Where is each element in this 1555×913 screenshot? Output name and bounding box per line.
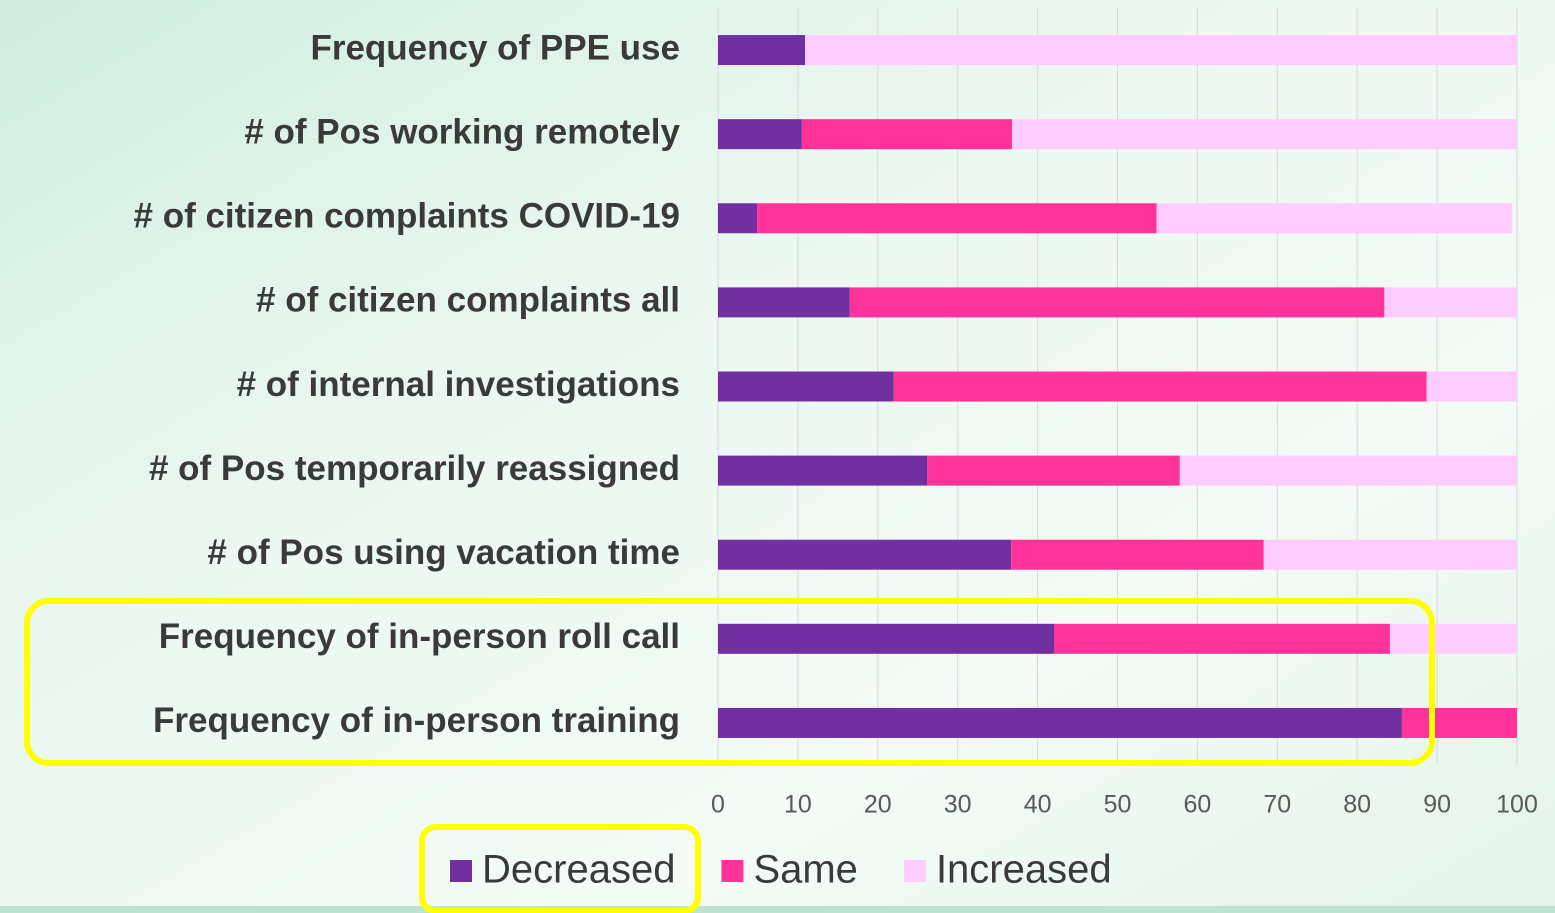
category-label: # of internal investigations [237, 365, 680, 404]
bar-segment [1384, 287, 1517, 318]
x-tick-label: 20 [864, 791, 892, 819]
legend-label: Decreased [482, 848, 675, 892]
x-tick-label: 30 [944, 791, 972, 819]
bar-segment [718, 539, 1012, 570]
bar-segment [1054, 623, 1390, 654]
bar-segment [1011, 539, 1264, 570]
legend-label: Same [753, 848, 858, 892]
category-label: # of citizen complaints all [256, 281, 680, 320]
legend-swatch [903, 860, 926, 882]
category-label: Frequency of PPE use [310, 28, 680, 67]
bar-segment [1156, 203, 1513, 234]
category-label: # of Pos temporarily reassigned [149, 449, 680, 488]
bar-segment [718, 35, 806, 66]
bar-segment [1389, 623, 1517, 654]
x-tick-label: 60 [1183, 791, 1211, 819]
x-tick-label: 100 [1496, 791, 1538, 819]
legend-highlight [419, 824, 701, 913]
bar-segment [801, 119, 1013, 150]
x-tick-label: 80 [1343, 791, 1371, 819]
x-tick-label: 40 [1024, 791, 1052, 819]
plot: 0 10 20 30 40 50 60 70 80 90 100 Frequency of PPE u… [134, 8, 1538, 892]
bar-segment [1426, 371, 1517, 402]
x-tick-label: 50 [1104, 791, 1132, 819]
bar-segment [1263, 539, 1517, 570]
bar-segment [805, 35, 1517, 66]
legend-swatch [450, 860, 472, 882]
x-tick-label: 0 [711, 791, 725, 819]
bar-segment [849, 287, 1385, 318]
bar-segment [757, 203, 1157, 234]
bar-segment [718, 707, 1402, 738]
category-label: Frequency of in-person roll call [159, 617, 680, 656]
bar-segment [927, 455, 1180, 486]
bar-segment [1401, 707, 1517, 738]
bar-segment [718, 623, 1055, 654]
category-label: # of Pos using vacation time [207, 533, 680, 572]
bar-segment [718, 287, 850, 318]
bar-segment [893, 371, 1427, 402]
x-tick-label: 70 [1263, 791, 1291, 819]
bar-segment [718, 119, 802, 150]
bar-segment [1012, 119, 1517, 150]
highlight-box [24, 598, 1435, 766]
bar-segment [1179, 455, 1517, 486]
category-label: # of citizen complaints COVID-19 [134, 197, 681, 236]
category-label: # of Pos working remotely [244, 112, 680, 151]
category-label: Frequency of in-person training [153, 701, 680, 740]
bar-segment [718, 455, 928, 486]
x-tick-label: 10 [784, 791, 812, 819]
x-tick-label: 90 [1423, 791, 1451, 819]
legend-swatch [721, 860, 744, 882]
bottom-band [0, 906, 1555, 913]
legend-label: Increased [936, 848, 1112, 892]
bar-segment [718, 371, 894, 402]
bar-segment [718, 203, 758, 234]
